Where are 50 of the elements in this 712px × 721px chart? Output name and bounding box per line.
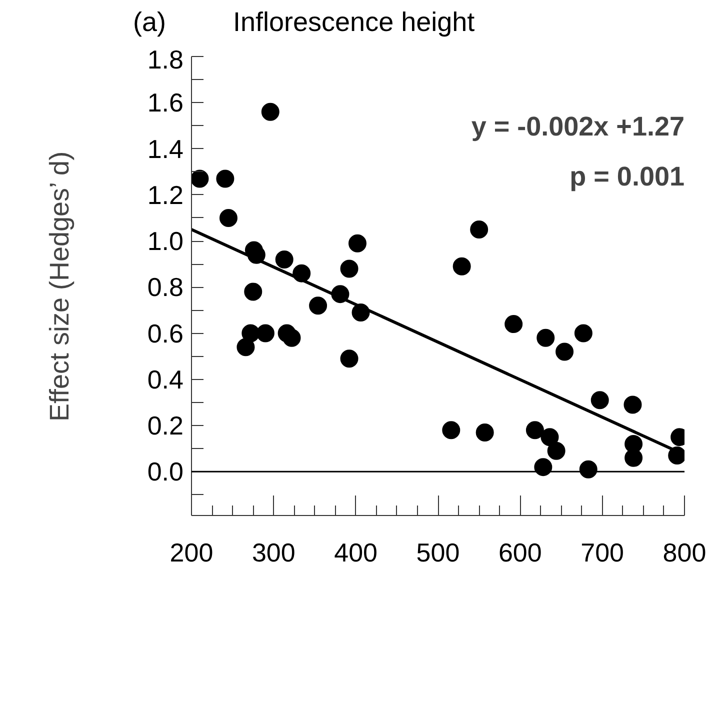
x-tick-label: 200	[170, 538, 214, 568]
point	[504, 315, 523, 334]
point	[470, 220, 488, 238]
y-tick-label: 1.2	[147, 180, 184, 210]
point	[540, 428, 559, 446]
point	[309, 296, 328, 315]
point	[476, 423, 494, 442]
point	[219, 208, 238, 227]
point	[536, 328, 555, 347]
title: Inflorescence height	[233, 7, 475, 37]
annotation: y = -0.002x +1.27	[471, 112, 685, 142]
point	[624, 396, 642, 414]
point	[244, 282, 262, 301]
point	[556, 342, 574, 361]
y-tick-label: 0.6	[147, 318, 184, 348]
panel-label: (a)	[133, 7, 166, 37]
y-tick-label: 1.4	[147, 134, 184, 164]
point	[340, 350, 358, 368]
y-axis-title: Effect size (Hedges’ d)	[44, 151, 74, 422]
point	[261, 102, 280, 121]
point	[526, 421, 544, 440]
point	[192, 170, 209, 188]
x-tick-label: 600	[498, 538, 542, 568]
point	[579, 460, 598, 478]
point	[216, 170, 234, 188]
point	[256, 324, 274, 342]
point	[452, 257, 471, 276]
x-tick-label: 800	[662, 538, 706, 568]
y-tick-label: 0.2	[147, 410, 184, 441]
point	[574, 324, 592, 342]
x-tick-label: 400	[334, 538, 378, 568]
y-tick-label: 0.8	[147, 272, 184, 302]
y-tick-label: 1.0	[147, 226, 184, 256]
y-tick-label: 1.8	[147, 44, 184, 74]
annotation: p = 0.001	[570, 162, 685, 192]
point	[236, 338, 255, 356]
y-tick-label: 1.6	[147, 88, 184, 118]
point	[590, 391, 609, 410]
y-tick-label: 0.0	[147, 456, 184, 487]
y-tick-label: 0.4	[147, 364, 184, 394]
x-tick-label: 700	[580, 538, 624, 568]
x-tick-label: 500	[416, 538, 460, 568]
point	[282, 328, 301, 347]
point	[442, 421, 460, 440]
point	[340, 260, 358, 278]
point	[534, 458, 552, 476]
point	[547, 442, 566, 460]
point	[275, 250, 294, 268]
point	[348, 234, 366, 252]
x-tick-label: 300	[252, 538, 296, 568]
